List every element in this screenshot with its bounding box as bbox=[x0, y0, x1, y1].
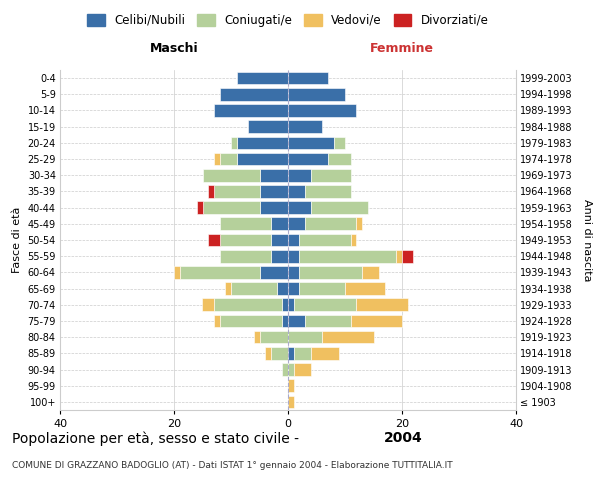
Text: Maschi: Maschi bbox=[149, 42, 199, 55]
Bar bbox=[236, 136, 288, 149]
Bar bbox=[271, 250, 288, 262]
Bar bbox=[214, 314, 220, 328]
Bar bbox=[311, 202, 368, 214]
Bar bbox=[220, 152, 236, 166]
Bar bbox=[294, 363, 311, 376]
Bar bbox=[334, 136, 345, 149]
Bar bbox=[288, 202, 311, 214]
Bar bbox=[231, 282, 277, 295]
Bar bbox=[260, 266, 288, 278]
Bar bbox=[288, 218, 305, 230]
Bar bbox=[174, 266, 180, 278]
Bar bbox=[214, 104, 288, 117]
Bar bbox=[283, 298, 288, 311]
Bar bbox=[288, 396, 294, 408]
Bar bbox=[214, 152, 220, 166]
Bar bbox=[397, 250, 402, 262]
Bar bbox=[288, 380, 294, 392]
Bar bbox=[220, 314, 283, 328]
Bar bbox=[288, 152, 328, 166]
Bar bbox=[288, 185, 305, 198]
Bar bbox=[283, 314, 288, 328]
Bar bbox=[350, 234, 356, 246]
Bar bbox=[288, 136, 334, 149]
Bar bbox=[288, 250, 299, 262]
Y-axis label: Anni di nascita: Anni di nascita bbox=[583, 198, 592, 281]
Bar bbox=[299, 266, 362, 278]
Bar bbox=[288, 120, 322, 133]
Bar bbox=[362, 266, 379, 278]
Bar bbox=[265, 347, 271, 360]
Bar bbox=[305, 314, 351, 328]
Bar bbox=[277, 282, 288, 295]
Text: Femmine: Femmine bbox=[370, 42, 434, 55]
Bar bbox=[288, 234, 299, 246]
Bar bbox=[197, 202, 203, 214]
Bar bbox=[305, 185, 351, 198]
Bar bbox=[299, 234, 350, 246]
Bar bbox=[345, 282, 385, 295]
Bar bbox=[288, 72, 328, 85]
Bar bbox=[271, 218, 288, 230]
Bar bbox=[356, 218, 362, 230]
Text: Popolazione per età, sesso e stato civile -: Popolazione per età, sesso e stato civil… bbox=[12, 431, 304, 446]
Bar bbox=[288, 314, 305, 328]
Bar bbox=[220, 218, 271, 230]
Bar bbox=[214, 298, 283, 311]
Bar bbox=[299, 250, 396, 262]
Bar bbox=[260, 169, 288, 181]
Bar bbox=[299, 282, 345, 295]
Bar bbox=[402, 250, 413, 262]
Bar bbox=[260, 185, 288, 198]
Bar bbox=[288, 347, 294, 360]
Bar bbox=[236, 152, 288, 166]
Bar bbox=[231, 136, 236, 149]
Bar bbox=[226, 282, 231, 295]
Bar bbox=[294, 298, 356, 311]
Bar bbox=[248, 120, 288, 133]
Y-axis label: Fasce di età: Fasce di età bbox=[12, 207, 22, 273]
Bar bbox=[260, 202, 288, 214]
Legend: Celibi/Nubili, Coniugati/e, Vedovi/e, Divorziati/e: Celibi/Nubili, Coniugati/e, Vedovi/e, Di… bbox=[83, 9, 493, 32]
Bar bbox=[203, 169, 260, 181]
Bar bbox=[288, 88, 345, 101]
Bar bbox=[288, 331, 322, 344]
Bar bbox=[220, 234, 271, 246]
Bar bbox=[214, 185, 260, 198]
Bar bbox=[356, 298, 408, 311]
Bar bbox=[220, 88, 288, 101]
Bar bbox=[180, 266, 260, 278]
Bar bbox=[311, 169, 350, 181]
Bar bbox=[288, 298, 294, 311]
Bar bbox=[311, 347, 340, 360]
Bar bbox=[288, 282, 299, 295]
Bar bbox=[350, 314, 402, 328]
Bar bbox=[254, 331, 260, 344]
Bar bbox=[288, 169, 311, 181]
Bar bbox=[283, 363, 288, 376]
Bar bbox=[288, 363, 294, 376]
Bar bbox=[208, 185, 214, 198]
Bar bbox=[322, 331, 373, 344]
Bar bbox=[294, 347, 311, 360]
Text: 2004: 2004 bbox=[384, 432, 423, 446]
Bar bbox=[202, 298, 214, 311]
Bar bbox=[288, 104, 356, 117]
Bar bbox=[203, 202, 260, 214]
Bar bbox=[271, 347, 288, 360]
Bar bbox=[305, 218, 356, 230]
Bar bbox=[236, 72, 288, 85]
Text: COMUNE DI GRAZZANO BADOGLIO (AT) - Dati ISTAT 1° gennaio 2004 - Elaborazione TUT: COMUNE DI GRAZZANO BADOGLIO (AT) - Dati … bbox=[12, 460, 452, 469]
Bar bbox=[328, 152, 350, 166]
Bar bbox=[208, 234, 220, 246]
Bar bbox=[271, 234, 288, 246]
Bar bbox=[220, 250, 271, 262]
Bar bbox=[260, 331, 288, 344]
Bar bbox=[288, 266, 299, 278]
